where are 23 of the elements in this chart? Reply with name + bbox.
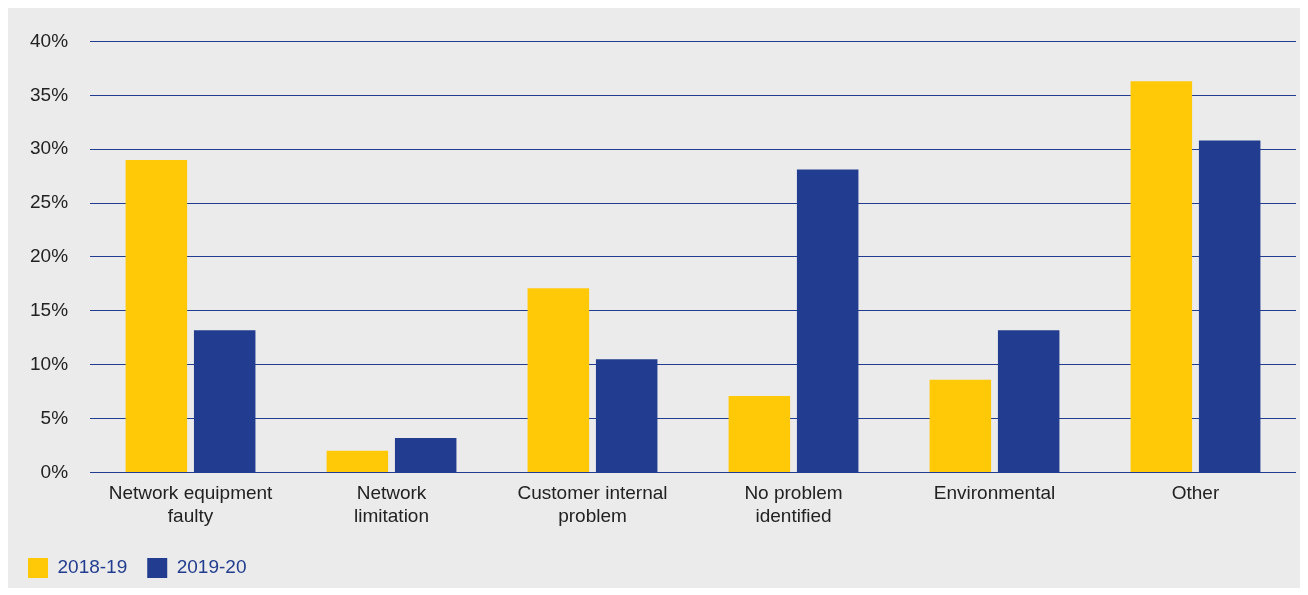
bar [527, 288, 590, 472]
y-tick-label: 5% [40, 406, 69, 428]
legend-label: 2018-19 [57, 556, 128, 578]
bar [1130, 81, 1193, 472]
bar [929, 379, 992, 472]
x-tick-label: Customer internal problem [517, 482, 668, 526]
y-tick-label: 30% [30, 137, 69, 159]
y-tick-label: 0% [40, 460, 69, 482]
x-tick-label: Environmental [933, 482, 1056, 504]
x-tick-label: Network limitation [354, 482, 430, 526]
y-tick-label: 20% [30, 245, 69, 267]
x-tick-label: Network equipment faulty [108, 482, 274, 526]
x-tick-label: Other [1171, 482, 1220, 504]
bar [728, 395, 791, 472]
bar [125, 159, 188, 472]
bar [326, 450, 389, 472]
y-tick-label: 25% [30, 191, 69, 213]
x-tick-label: No problem identified [744, 482, 843, 526]
y-tick-label: 10% [30, 352, 69, 374]
legend-label: 2019-20 [176, 556, 247, 578]
y-tick-label: 15% [30, 299, 69, 321]
y-tick-label: 40% [30, 29, 69, 51]
y-tick-label: 35% [30, 83, 69, 105]
